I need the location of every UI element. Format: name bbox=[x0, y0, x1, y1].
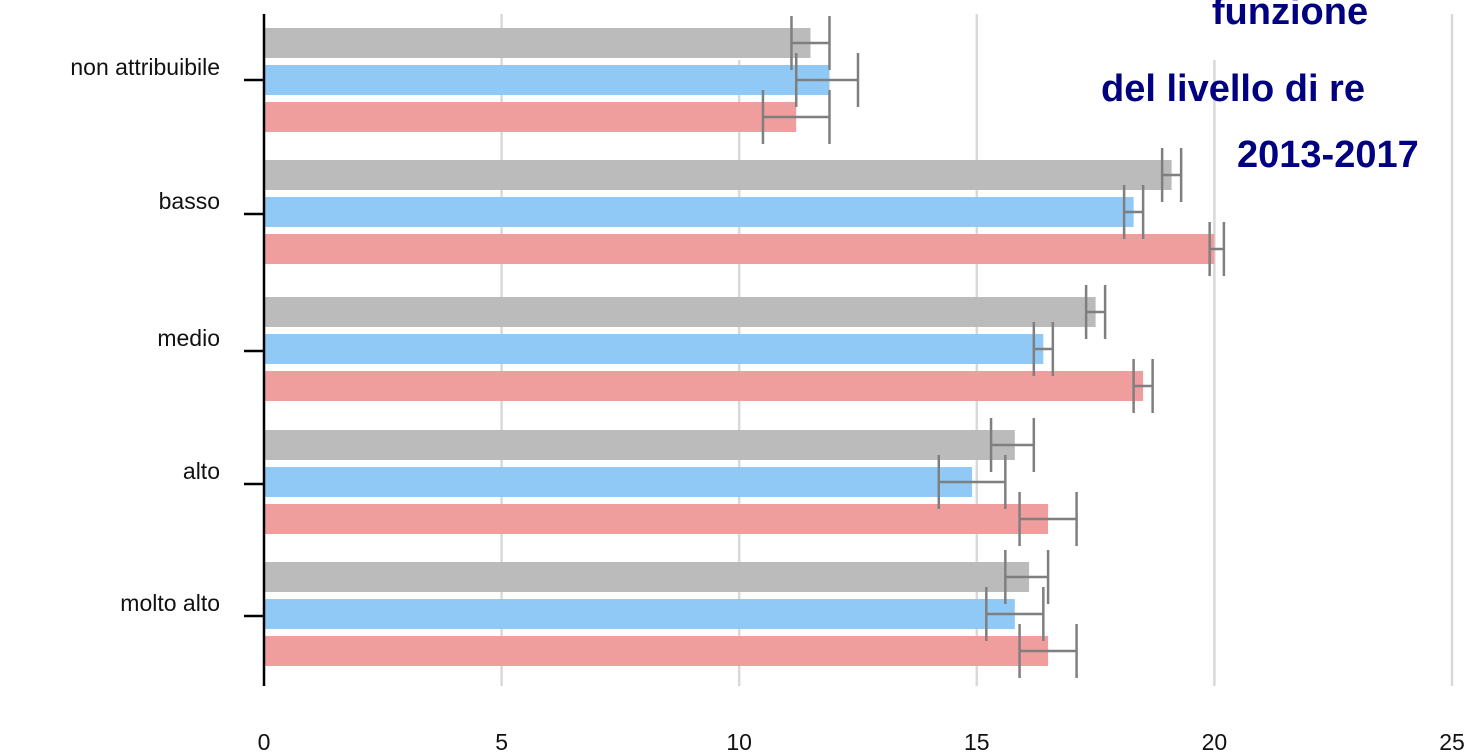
error-bars bbox=[761, 16, 1226, 678]
bar-basso-s1 bbox=[264, 160, 1172, 190]
bar-non-attribuibile-s3 bbox=[264, 102, 797, 132]
category-label-molto-alto: molto alto bbox=[120, 590, 220, 616]
error-bar-molto-alto-s2 bbox=[985, 587, 1045, 641]
error-bar-basso-s3 bbox=[1208, 222, 1226, 276]
error-bar-medio-s1 bbox=[1084, 285, 1107, 339]
error-bar-medio-s2 bbox=[1032, 322, 1055, 376]
bar-alto-s1 bbox=[264, 430, 1015, 460]
category-label-medio: medio bbox=[157, 325, 220, 351]
x-tick-labels: 0 5 10 15 20 25 bbox=[258, 729, 1465, 755]
bar-basso-s2 bbox=[264, 197, 1134, 227]
chart-title: funzione del livello di re 2013-2017 bbox=[1101, 0, 1419, 176]
bar-medio-s1 bbox=[264, 297, 1096, 327]
title-line-3: 2013-2017 bbox=[1237, 134, 1419, 176]
error-bar-non-attribuibile-s1 bbox=[790, 16, 831, 70]
bar-molto-alto-s1 bbox=[264, 562, 1030, 592]
error-bar-basso-s1 bbox=[1160, 148, 1183, 202]
bar-alto-s3 bbox=[264, 504, 1049, 534]
bar-non-attribuibile-s2 bbox=[264, 65, 830, 95]
bar-basso-s3 bbox=[264, 234, 1215, 264]
bar-non-attribuibile-s1 bbox=[264, 28, 811, 58]
error-bar-alto-s1 bbox=[989, 418, 1036, 472]
axes bbox=[244, 14, 266, 686]
x-tick-label-20: 20 bbox=[1202, 729, 1228, 755]
x-tick-label-0: 0 bbox=[258, 729, 271, 755]
bar-molto-alto-s3 bbox=[264, 636, 1049, 666]
category-label-alto: alto bbox=[183, 458, 220, 484]
error-bar-alto-s3 bbox=[1018, 492, 1078, 546]
error-bar-molto-alto-s3 bbox=[1018, 624, 1078, 678]
category-label-basso: basso bbox=[159, 188, 220, 214]
title-line-2: del livello di re bbox=[1101, 68, 1365, 110]
bars bbox=[264, 28, 1215, 666]
bar-alto-s2 bbox=[264, 467, 973, 497]
bar-medio-s3 bbox=[264, 371, 1144, 401]
error-bar-alto-s2 bbox=[937, 455, 1007, 509]
x-tick-label-10: 10 bbox=[726, 729, 752, 755]
error-bar-non-attribuibile-s3 bbox=[761, 90, 831, 144]
error-bar-non-attribuibile-s2 bbox=[794, 53, 860, 107]
error-bar-medio-s3 bbox=[1132, 359, 1154, 413]
x-tick-label-15: 15 bbox=[964, 729, 990, 755]
bar-molto-alto-s2 bbox=[264, 599, 1015, 629]
bar-medio-s2 bbox=[264, 334, 1044, 364]
category-label-non-attribuibile: non attribuibile bbox=[70, 54, 220, 80]
error-bar-basso-s2 bbox=[1122, 185, 1145, 239]
x-tick-label-25: 25 bbox=[1439, 729, 1465, 755]
category-labels: non attribuibile basso medio alto molto alto bbox=[70, 54, 220, 616]
title-line-1: funzione bbox=[1212, 0, 1368, 33]
x-tick-label-5: 5 bbox=[495, 729, 508, 755]
error-bar-molto-alto-s1 bbox=[1004, 550, 1050, 604]
